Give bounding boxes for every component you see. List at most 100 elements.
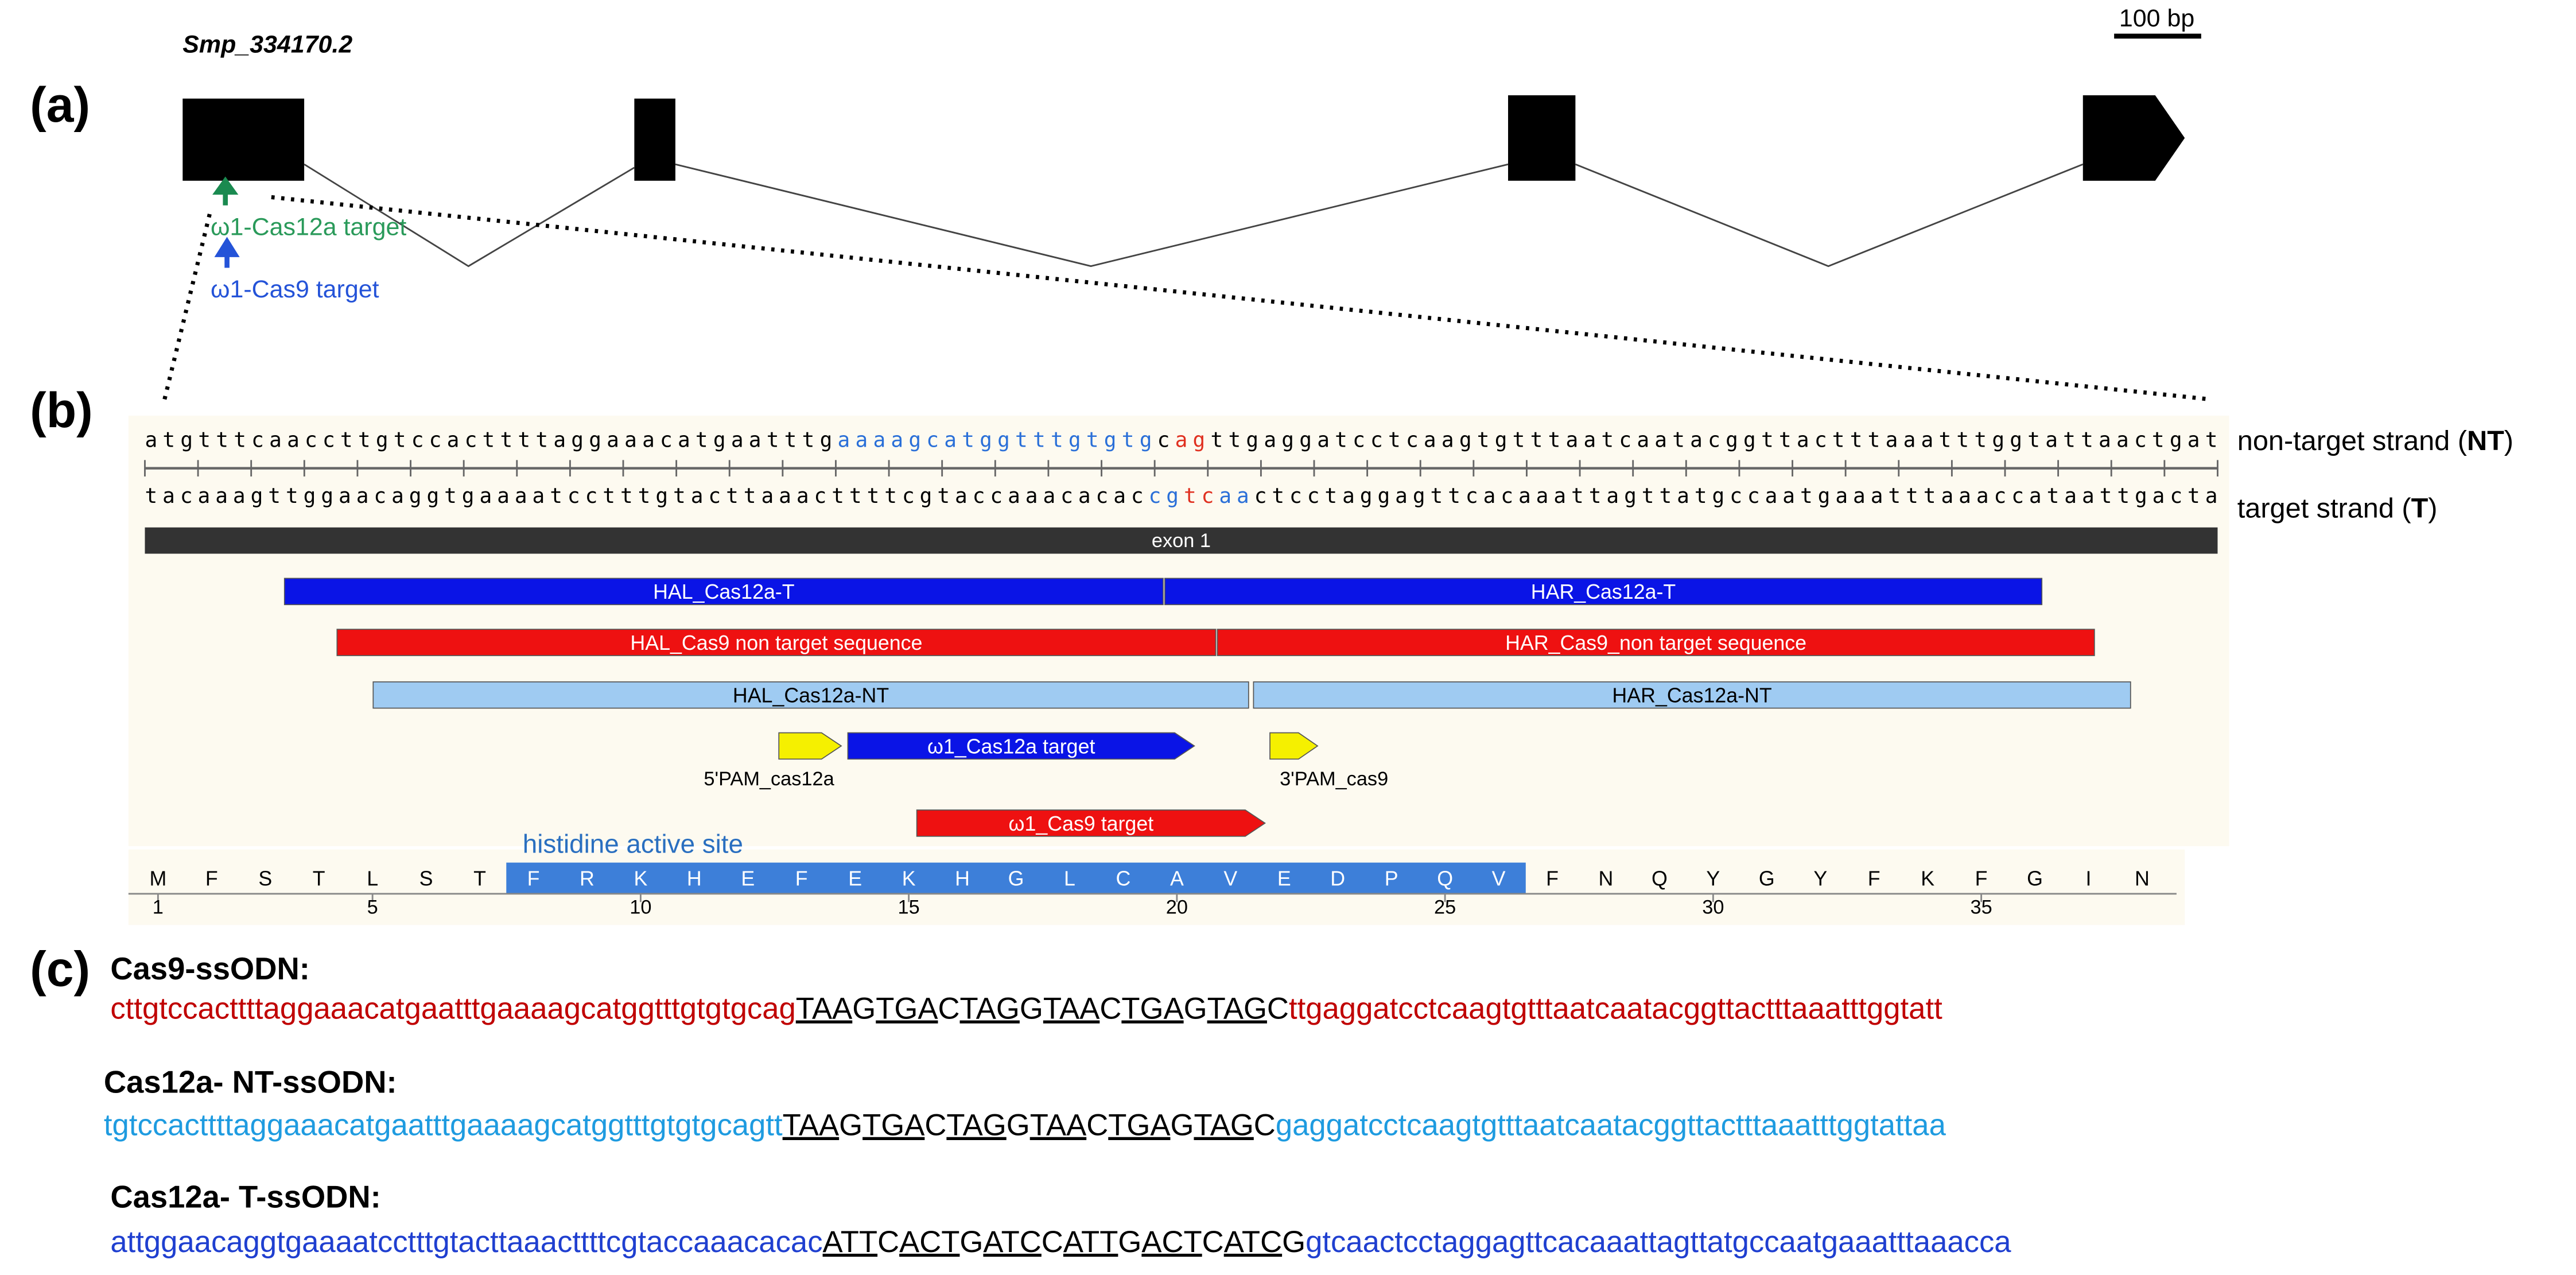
oligo-sequence: attggaacaggtgaaaatcctttgtacttaaacttttcgt… [110, 1225, 2011, 1259]
oligo-insert: TAA [1043, 992, 1100, 1026]
cas9-arrow [214, 237, 240, 268]
residue: F [205, 867, 218, 890]
oligo-insert: TGA [876, 992, 938, 1026]
residue-number: 5 [367, 896, 378, 918]
oligo-insert: C [924, 1109, 946, 1142]
residue: N [1599, 867, 1614, 890]
scale-bar-label: 100 bp [2119, 5, 2194, 32]
oligo-insert: C [1254, 1109, 1276, 1142]
residue-number: 25 [1434, 896, 1456, 918]
oligo-insert: C [1202, 1225, 1224, 1259]
oligo-insert: C [1086, 1109, 1108, 1142]
gene-model [182, 95, 2185, 181]
residue: Y [1706, 867, 1720, 890]
intron [675, 163, 1509, 268]
feature-label: 5'PAM_cas12a [704, 768, 834, 790]
oligo-insert: ACT [1141, 1225, 1202, 1259]
residue: V [1223, 867, 1237, 890]
residue: G [1759, 867, 1775, 890]
residue: M [149, 867, 166, 890]
sequence-segment: ctcctaggagttcacaaattagttatgccaatgaaattta… [1254, 484, 2218, 508]
residue: Q [1652, 867, 1668, 890]
residue: G [1008, 867, 1024, 890]
oligo-insert: C [1099, 992, 1121, 1026]
oligo-insert: TAG [1207, 992, 1267, 1026]
oligo-insert: C [938, 992, 960, 1026]
oligo-insert: ATC [1224, 1225, 1282, 1259]
residue: F [1868, 867, 1880, 890]
exon-block [182, 98, 305, 181]
residue: A [1170, 867, 1184, 890]
zoom-line [162, 210, 213, 400]
residue: F [795, 867, 808, 890]
oligo-insert: TAG [960, 992, 1020, 1026]
residue: R [580, 867, 595, 890]
feature-label: HAR_Cas12a-NT [1612, 684, 1771, 707]
oligo-insert: ATT [823, 1225, 878, 1259]
residue: I [2086, 867, 2092, 890]
oligo-insert: G [1282, 1225, 1306, 1259]
oligo-arm: ttgaggatcctcaagtgtttaatcaatacggttactttaa… [1289, 992, 1942, 1026]
strand-label-part: non-target strand ( [2237, 425, 2467, 456]
oligo-insert: C [1042, 1225, 1063, 1259]
feature-label: HAR_Cas12a-T [1531, 580, 1676, 603]
feature-arrow [1269, 732, 1319, 760]
oligo-insert: G [1007, 1109, 1030, 1142]
oligo-arm: attggaacaggtgaaaatcctttgtacttaaacttttcgt… [110, 1225, 822, 1259]
residue: L [1064, 867, 1075, 890]
residue: F [1975, 867, 1988, 890]
sequence: tacaaagttggaacaggtgaaaatcctttgtacttaaact… [145, 484, 2217, 508]
residue: S [258, 867, 272, 890]
sequence: atgtttcaaccttgtccacttttaggaaacatgaatttg a… [145, 428, 2217, 452]
feature-bar [1217, 629, 2095, 656]
feature-arrow [847, 732, 1195, 760]
oligo-insert: G [852, 992, 876, 1026]
panel-label: (c) [30, 941, 90, 997]
residue: Q [1437, 867, 1453, 890]
oligo-insert: TGA [862, 1109, 925, 1142]
active-site-label: histidine active site [523, 829, 743, 858]
oligo-insert: G [1184, 992, 1207, 1026]
exon-block [1508, 95, 1576, 181]
intron [304, 163, 635, 268]
oligo-insert: TGA [1121, 992, 1184, 1026]
residue: T [473, 867, 486, 890]
oligo-insert: TAA [1030, 1109, 1087, 1142]
residue: L [367, 867, 378, 890]
oligo-insert: C [1267, 992, 1289, 1026]
sequence-segment: tacaaagttggaacaggtgaaaatcctttgtacttaaact… [145, 484, 1143, 508]
residue: K [1921, 867, 1934, 890]
oligo-arm: cttgtccacttttaggaaacatgaatttgaaaagcatggt… [110, 992, 795, 1026]
residue-number: 35 [1971, 896, 1992, 918]
introns [304, 163, 2084, 268]
exon-block [634, 98, 675, 181]
residue: K [634, 867, 647, 890]
residue: E [1277, 867, 1291, 890]
oligo-insert: G [959, 1225, 983, 1259]
oligo-insert: TGA [1108, 1109, 1171, 1142]
residue: T [313, 867, 325, 890]
residue-number: 10 [630, 896, 651, 918]
feature-label: HAL_Cas9 non target sequence [630, 631, 922, 654]
residue-number: 20 [1166, 896, 1188, 918]
residue: E [741, 867, 755, 890]
oligo-insert: G [839, 1109, 862, 1142]
oligo-arm: gtcaactcctaggagttcacaaattagttatgccaatgaa… [1306, 1225, 2011, 1259]
feature-bar [283, 578, 1164, 606]
strand-label-part: T [2411, 493, 2429, 524]
residue: H [955, 867, 970, 890]
strand-label-part: target strand ( [2237, 493, 2411, 524]
sequence-segment: ttgaggatcctcaagtgtttaatcaatacggttactttaa… [1211, 428, 2218, 452]
sequence-segment: atgtttcaaccttgtccacttttaggaaacatgaatttg [145, 428, 832, 452]
feature-label: HAR_Cas9_non target sequence [1505, 631, 1806, 654]
residue-number: 15 [898, 896, 920, 918]
oligo-sequence: tgtccacttttaggaaacatgaatttgaaaagcatggttt… [104, 1109, 1946, 1142]
exon-block [2082, 95, 2185, 181]
residue: E [848, 867, 862, 890]
panel-label: (a) [30, 77, 90, 133]
panel-label: (b) [30, 383, 93, 438]
residue-number: 1 [153, 896, 164, 918]
oligo-insert: G [1170, 1109, 1194, 1142]
oligo-insert: ATT [1063, 1225, 1118, 1259]
